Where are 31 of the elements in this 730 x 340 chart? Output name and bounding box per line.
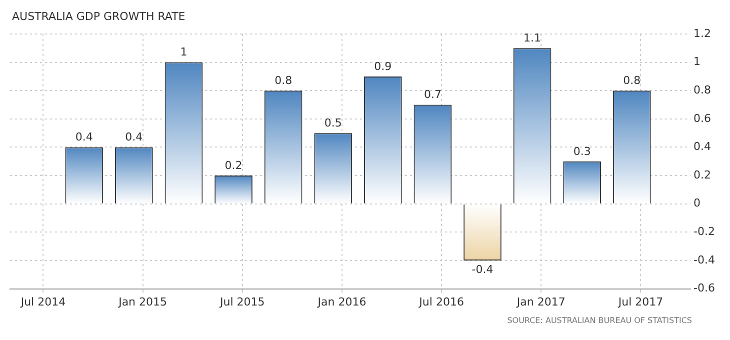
data-label: 0.4 [125, 130, 143, 144]
data-label: 1.1 [524, 32, 542, 45]
y-tick-label: 0.6 [694, 112, 712, 125]
y-tick-label: 0.8 [694, 83, 712, 96]
data-label: 0.8 [623, 74, 641, 87]
y-tick-label: 1.2 [694, 26, 712, 40]
data-label: 0.7 [424, 88, 442, 102]
data-label: -0.4 [472, 262, 494, 276]
source-note: SOURCE: AUSTRALIAN BUREAU OF STATISTICS [506, 316, 693, 325]
y-tick-label: -0.4 [694, 253, 716, 266]
y-tick-label: -0.2 [694, 225, 716, 238]
y-tick-label: -0.6 [694, 282, 716, 295]
data-label: 0.5 [324, 116, 342, 130]
y-tick-label: 0.2 [694, 168, 712, 182]
data-label: 0.3 [573, 144, 591, 158]
x-tick-label: Jan 2017 [516, 295, 566, 308]
data-label: 0.9 [374, 60, 392, 73]
x-tick-label: Jul 2015 [218, 295, 265, 308]
x-tick-label: Jul 2017 [617, 295, 664, 308]
y-tick-label: 0.4 [694, 140, 712, 154]
y-tick-label: 0 [694, 196, 701, 210]
data-label: 0.8 [274, 74, 292, 87]
data-label: 0.4 [75, 130, 93, 144]
chart-title: AUSTRALIA GDP GROWTH RATE [11, 9, 186, 24]
x-tick-label: Jul 2016 [418, 295, 464, 308]
data-label: 1 [180, 46, 188, 59]
x-tick-label: Jul 2014 [20, 295, 66, 308]
x-tick-label: Jan 2015 [118, 295, 168, 308]
x-tick-label: Jan 2016 [316, 295, 366, 308]
y-tick-label: 1 [694, 55, 701, 68]
data-label: 0.2 [224, 158, 242, 172]
